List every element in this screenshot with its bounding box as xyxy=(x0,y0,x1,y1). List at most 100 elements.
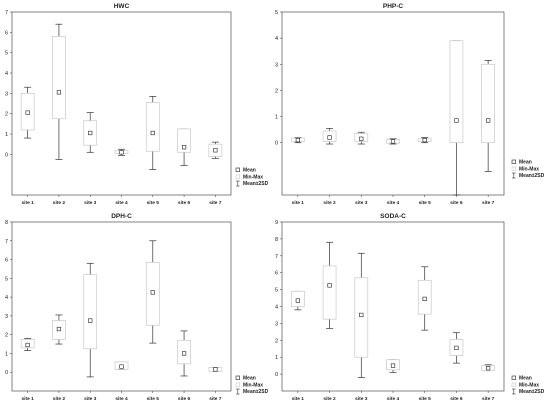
x-tick-label: site 4 xyxy=(387,200,400,206)
mean-marker xyxy=(295,298,300,303)
x-tick-label: site 3 xyxy=(84,200,97,206)
x-tick-label: site 7 xyxy=(482,396,495,402)
legend-sd-label: Mean±2SD xyxy=(519,173,545,179)
box-2 xyxy=(52,23,66,160)
x-tick-label: site 5 xyxy=(147,396,160,402)
box-2 xyxy=(322,241,337,329)
mean-marker xyxy=(119,364,124,369)
y-tick-label: 1 xyxy=(275,355,278,361)
legend-minmax-swatch xyxy=(235,382,240,387)
box-4 xyxy=(114,148,129,156)
x-tick-label: site 4 xyxy=(115,200,128,206)
x-tick-label: site 3 xyxy=(84,396,97,402)
legend-minmax-label: Min-Max xyxy=(243,383,263,389)
mean-marker xyxy=(88,130,93,136)
x-tick-label: site 2 xyxy=(323,396,336,402)
box-7 xyxy=(481,364,495,372)
legend-mean-swatch xyxy=(235,167,240,172)
chart-panel: DPH-C 0 1 2 3 4 5 6 7 8 site 1 site 2 site 3 site 4 si… xyxy=(5,213,269,402)
box-7 xyxy=(208,141,223,159)
y-tick-label: 2 xyxy=(275,88,278,94)
box-4 xyxy=(386,359,400,373)
chart-panel: HWC 0 1 2 3 4 5 6 7 site 1 site 2 site 3 site 4 site … xyxy=(5,3,269,206)
x-tick-label: site 7 xyxy=(482,200,495,206)
box-6 xyxy=(449,332,464,364)
x-tick-label: site 1 xyxy=(292,200,305,206)
x-tick-label: site 4 xyxy=(387,396,400,402)
x-tick-label: site 3 xyxy=(355,200,368,206)
y-tick-label: 1 xyxy=(5,132,8,138)
minmax-box xyxy=(322,265,337,320)
x-tick-label: site 1 xyxy=(22,396,35,402)
box-3 xyxy=(83,112,98,153)
box-2 xyxy=(52,314,66,345)
mean-marker xyxy=(25,342,30,348)
x-tick-label: site 7 xyxy=(209,396,222,402)
mean-marker xyxy=(327,135,332,140)
mean-marker xyxy=(486,118,491,123)
legend-mean-label: Mean xyxy=(243,376,256,382)
mean-marker xyxy=(422,138,427,143)
x-tick-label: site 6 xyxy=(450,396,463,402)
minmax-box xyxy=(481,63,495,144)
box-1 xyxy=(20,338,35,351)
legend-sd-label: Mean±2SD xyxy=(243,181,269,187)
box-1 xyxy=(291,137,305,144)
mean-marker xyxy=(486,366,491,371)
box-3 xyxy=(83,262,98,378)
y-tick-label: 0 xyxy=(275,372,278,378)
legend-minmax-swatch xyxy=(511,382,516,387)
x-tick-label: site 5 xyxy=(419,200,432,206)
y-tick-label: 5 xyxy=(275,10,278,16)
y-tick-label: 4 xyxy=(5,295,8,301)
box-7 xyxy=(481,60,495,172)
legend-mean-swatch xyxy=(235,375,240,380)
box-3 xyxy=(354,131,369,145)
chart-panel: PHP-C 0 1 2 3 4 5 site 1 site 2 site 3 site 4 site … xyxy=(275,3,545,206)
chart-panel: SODA-C 0 1 2 3 4 5 6 7 8 9 site 1 site 2 site 3 site 4… xyxy=(275,213,545,402)
mean-marker xyxy=(327,283,332,288)
x-tick-label: site 1 xyxy=(292,396,305,402)
mean-marker xyxy=(359,312,364,318)
plot-frame xyxy=(281,11,505,196)
mean-marker xyxy=(390,139,396,144)
y-tick-label: 7 xyxy=(5,10,8,16)
y-tick-label: 6 xyxy=(275,271,278,277)
x-tick-label: site 2 xyxy=(53,396,66,402)
legend-sd-label: Mean±2SD xyxy=(519,389,545,395)
minmax-box xyxy=(449,40,464,144)
y-tick-label: 4 xyxy=(275,305,278,311)
y-tick-label: 1 xyxy=(275,115,278,121)
x-tick-label: site 6 xyxy=(450,200,463,206)
y-tick-label: 3 xyxy=(5,91,8,97)
plot-frame xyxy=(11,11,232,196)
box-6 xyxy=(177,330,191,377)
minmax-box xyxy=(354,277,369,358)
y-tick-label: 5 xyxy=(5,51,8,57)
chart-title: PHP-C xyxy=(383,3,404,10)
y-tick-label: 4 xyxy=(275,36,278,42)
minmax-box xyxy=(83,274,98,350)
minmax-box xyxy=(52,36,66,120)
mean-marker xyxy=(454,345,459,351)
box-1 xyxy=(291,290,305,311)
y-tick-label: 4 xyxy=(5,71,8,77)
y-tick-label: 7 xyxy=(275,254,278,260)
box-7 xyxy=(208,367,223,372)
mean-marker xyxy=(359,136,364,141)
mean-marker xyxy=(119,150,124,155)
y-tick-label: 0 xyxy=(5,370,8,376)
x-tick-label: site 2 xyxy=(53,200,66,206)
mean-marker xyxy=(181,351,187,356)
y-tick-label: 3 xyxy=(275,321,278,327)
mean-marker xyxy=(422,296,427,301)
box-6 xyxy=(177,128,191,166)
y-tick-label: 8 xyxy=(5,220,8,226)
mean-marker xyxy=(390,363,396,368)
chart-title: HWC xyxy=(114,3,130,10)
legend-mean-label: Mean xyxy=(519,376,532,382)
